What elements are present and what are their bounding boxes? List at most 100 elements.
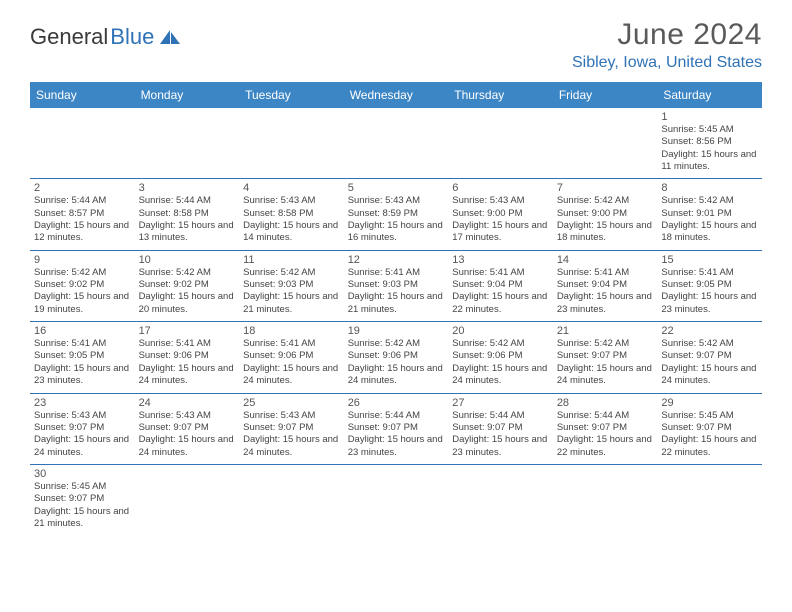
- day-cell: 20Sunrise: 5:42 AMSunset: 9:06 PMDayligh…: [448, 322, 553, 393]
- day-info: Sunrise: 5:42 AMSunset: 9:00 PMDaylight:…: [557, 195, 654, 244]
- weekday-header: Monday: [135, 82, 240, 108]
- empty-cell: [135, 464, 240, 535]
- day-cell: 30Sunrise: 5:45 AMSunset: 9:07 PMDayligh…: [30, 464, 135, 535]
- day-number: 3: [139, 182, 236, 194]
- day-number: 9: [34, 254, 131, 266]
- day-cell: 21Sunrise: 5:42 AMSunset: 9:07 PMDayligh…: [553, 322, 658, 393]
- day-number: 25: [243, 397, 340, 409]
- weekday-header: Tuesday: [239, 82, 344, 108]
- day-number: 6: [452, 182, 549, 194]
- day-info: Sunrise: 5:42 AMSunset: 9:07 PMDaylight:…: [557, 338, 654, 387]
- day-info: Sunrise: 5:42 AMSunset: 9:06 PMDaylight:…: [348, 338, 445, 387]
- header: GeneralBlue June 2024 Sibley, Iowa, Unit…: [30, 18, 762, 72]
- day-cell: 27Sunrise: 5:44 AMSunset: 9:07 PMDayligh…: [448, 393, 553, 464]
- weekday-header: Saturday: [657, 82, 762, 108]
- day-cell: 29Sunrise: 5:45 AMSunset: 9:07 PMDayligh…: [657, 393, 762, 464]
- weekday-header-row: SundayMondayTuesdayWednesdayThursdayFrid…: [30, 82, 762, 108]
- logo: GeneralBlue: [30, 18, 182, 50]
- weekday-header: Sunday: [30, 82, 135, 108]
- day-number: 17: [139, 325, 236, 337]
- day-cell: 6Sunrise: 5:43 AMSunset: 9:00 PMDaylight…: [448, 179, 553, 250]
- day-number: 16: [34, 325, 131, 337]
- weekday-header: Thursday: [448, 82, 553, 108]
- day-number: 26: [348, 397, 445, 409]
- day-cell: 8Sunrise: 5:42 AMSunset: 9:01 PMDaylight…: [657, 179, 762, 250]
- title-block: June 2024 Sibley, Iowa, United States: [572, 18, 762, 72]
- day-info: Sunrise: 5:44 AMSunset: 9:07 PMDaylight:…: [452, 410, 549, 459]
- week-row: 2Sunrise: 5:44 AMSunset: 8:57 PMDaylight…: [30, 179, 762, 250]
- day-info: Sunrise: 5:43 AMSunset: 9:07 PMDaylight:…: [139, 410, 236, 459]
- day-number: 22: [661, 325, 758, 337]
- day-cell: 3Sunrise: 5:44 AMSunset: 8:58 PMDaylight…: [135, 179, 240, 250]
- empty-cell: [344, 464, 449, 535]
- day-number: 7: [557, 182, 654, 194]
- day-number: 14: [557, 254, 654, 266]
- day-cell: 9Sunrise: 5:42 AMSunset: 9:02 PMDaylight…: [30, 250, 135, 321]
- day-info: Sunrise: 5:44 AMSunset: 8:57 PMDaylight:…: [34, 195, 131, 244]
- day-info: Sunrise: 5:41 AMSunset: 9:04 PMDaylight:…: [452, 267, 549, 316]
- day-cell: 1Sunrise: 5:45 AMSunset: 8:56 PMDaylight…: [657, 108, 762, 179]
- empty-cell: [239, 108, 344, 179]
- day-cell: 22Sunrise: 5:42 AMSunset: 9:07 PMDayligh…: [657, 322, 762, 393]
- day-info: Sunrise: 5:43 AMSunset: 8:59 PMDaylight:…: [348, 195, 445, 244]
- day-info: Sunrise: 5:44 AMSunset: 8:58 PMDaylight:…: [139, 195, 236, 244]
- day-info: Sunrise: 5:41 AMSunset: 9:05 PMDaylight:…: [34, 338, 131, 387]
- day-info: Sunrise: 5:45 AMSunset: 8:56 PMDaylight:…: [661, 124, 758, 173]
- day-info: Sunrise: 5:42 AMSunset: 9:03 PMDaylight:…: [243, 267, 340, 316]
- day-cell: 2Sunrise: 5:44 AMSunset: 8:57 PMDaylight…: [30, 179, 135, 250]
- month-title: June 2024: [572, 18, 762, 52]
- day-cell: 25Sunrise: 5:43 AMSunset: 9:07 PMDayligh…: [239, 393, 344, 464]
- day-info: Sunrise: 5:43 AMSunset: 9:07 PMDaylight:…: [243, 410, 340, 459]
- day-info: Sunrise: 5:41 AMSunset: 9:04 PMDaylight:…: [557, 267, 654, 316]
- day-info: Sunrise: 5:42 AMSunset: 9:06 PMDaylight:…: [452, 338, 549, 387]
- empty-cell: [448, 464, 553, 535]
- day-number: 5: [348, 182, 445, 194]
- day-number: 13: [452, 254, 549, 266]
- day-number: 24: [139, 397, 236, 409]
- day-number: 29: [661, 397, 758, 409]
- day-info: Sunrise: 5:45 AMSunset: 9:07 PMDaylight:…: [34, 481, 131, 530]
- empty-cell: [448, 108, 553, 179]
- day-cell: 16Sunrise: 5:41 AMSunset: 9:05 PMDayligh…: [30, 322, 135, 393]
- sail-icon: [158, 28, 182, 46]
- day-info: Sunrise: 5:41 AMSunset: 9:05 PMDaylight:…: [661, 267, 758, 316]
- day-info: Sunrise: 5:44 AMSunset: 9:07 PMDaylight:…: [348, 410, 445, 459]
- day-number: 18: [243, 325, 340, 337]
- day-info: Sunrise: 5:42 AMSunset: 9:07 PMDaylight:…: [661, 338, 758, 387]
- day-info: Sunrise: 5:45 AMSunset: 9:07 PMDaylight:…: [661, 410, 758, 459]
- day-cell: 13Sunrise: 5:41 AMSunset: 9:04 PMDayligh…: [448, 250, 553, 321]
- day-info: Sunrise: 5:42 AMSunset: 9:02 PMDaylight:…: [139, 267, 236, 316]
- day-cell: 19Sunrise: 5:42 AMSunset: 9:06 PMDayligh…: [344, 322, 449, 393]
- empty-cell: [657, 464, 762, 535]
- logo-text-blue: Blue: [110, 24, 154, 50]
- day-cell: 5Sunrise: 5:43 AMSunset: 8:59 PMDaylight…: [344, 179, 449, 250]
- day-number: 10: [139, 254, 236, 266]
- day-cell: 28Sunrise: 5:44 AMSunset: 9:07 PMDayligh…: [553, 393, 658, 464]
- day-number: 28: [557, 397, 654, 409]
- calendar-table: SundayMondayTuesdayWednesdayThursdayFrid…: [30, 82, 762, 535]
- location: Sibley, Iowa, United States: [572, 54, 762, 72]
- week-row: 23 Sunrise: 5:43 AMSunset: 9:07 PMDayligh…: [30, 393, 762, 464]
- day-number: 21: [557, 325, 654, 337]
- week-row: 30Sunrise: 5:45 AMSunset: 9:07 PMDayligh…: [30, 464, 762, 535]
- day-cell: 24Sunrise: 5:43 AMSunset: 9:07 PMDayligh…: [135, 393, 240, 464]
- day-cell: 7Sunrise: 5:42 AMSunset: 9:00 PMDaylight…: [553, 179, 658, 250]
- empty-cell: [239, 464, 344, 535]
- week-row: 1Sunrise: 5:45 AMSunset: 8:56 PMDaylight…: [30, 108, 762, 179]
- day-cell: 26Sunrise: 5:44 AMSunset: 9:07 PMDayligh…: [344, 393, 449, 464]
- day-number: 12: [348, 254, 445, 266]
- day-number: 1: [661, 111, 758, 123]
- day-cell: 4Sunrise: 5:43 AMSunset: 8:58 PMDaylight…: [239, 179, 344, 250]
- day-cell: 14Sunrise: 5:41 AMSunset: 9:04 PMDayligh…: [553, 250, 658, 321]
- empty-cell: [30, 108, 135, 179]
- day-cell: 12Sunrise: 5:41 AMSunset: 9:03 PMDayligh…: [344, 250, 449, 321]
- day-number: 11: [243, 254, 340, 266]
- logo-text-general: General: [30, 24, 108, 50]
- day-info: Sunrise: 5:43 AMSunset: 8:58 PMDaylight:…: [243, 195, 340, 244]
- day-info: Sunrise: 5:41 AMSunset: 9:06 PMDaylight:…: [139, 338, 236, 387]
- day-number: 23: [34, 397, 131, 409]
- day-cell: 15Sunrise: 5:41 AMSunset: 9:05 PMDayligh…: [657, 250, 762, 321]
- day-number: 27: [452, 397, 549, 409]
- day-number: 4: [243, 182, 340, 194]
- day-number: 30: [34, 468, 131, 480]
